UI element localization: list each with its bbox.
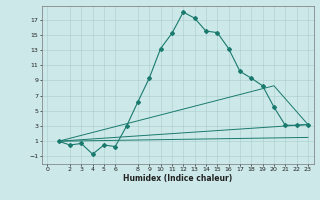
X-axis label: Humidex (Indice chaleur): Humidex (Indice chaleur) [123,174,232,183]
